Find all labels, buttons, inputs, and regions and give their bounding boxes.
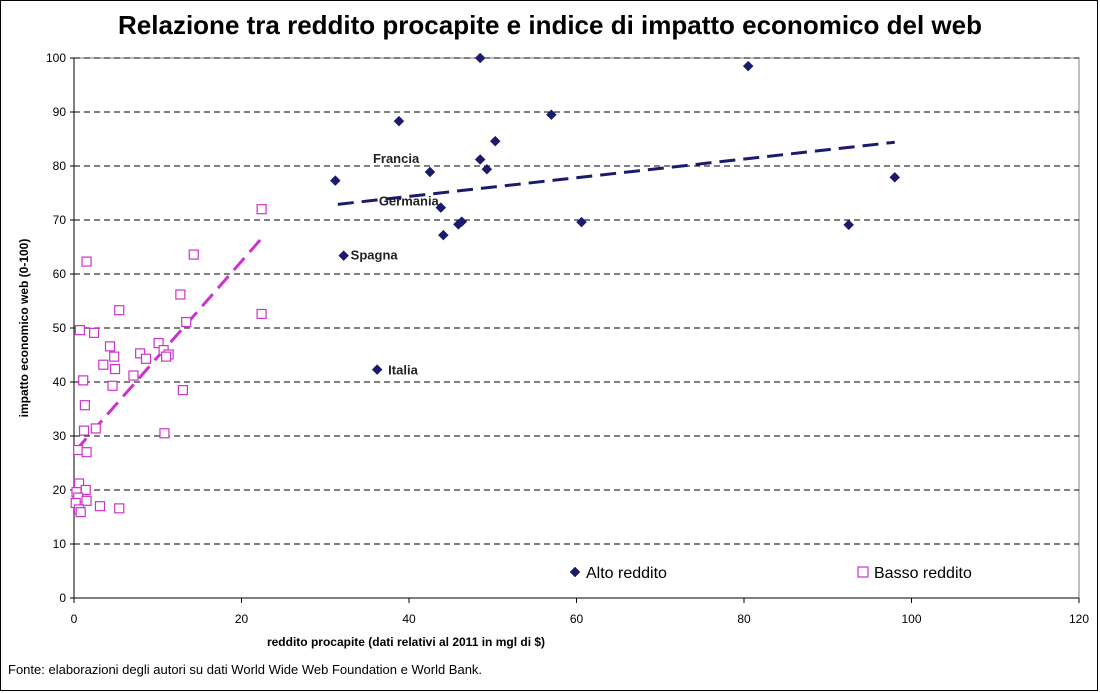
data-point-basso-reddito: [181, 316, 192, 328]
data-point-alto-reddito: [453, 218, 464, 230]
legend-label: Basso reddito: [874, 565, 972, 582]
y-tick-label: 30: [53, 429, 67, 443]
data-point-alto-reddito: [338, 250, 350, 261]
data-point-basso-reddito: [104, 341, 116, 352]
trend-line-basso-reddito: [74, 237, 263, 452]
x-tick-label: 0: [71, 612, 78, 626]
y-tick-label: 70: [53, 213, 67, 227]
data-point-basso-reddito: [175, 289, 186, 300]
data-point-basso-reddito: [177, 385, 188, 396]
x-tick-label: 60: [570, 612, 584, 626]
data-point-alto-reddito: [742, 60, 754, 72]
data-point-basso-reddito: [161, 351, 172, 362]
data-point-alto-reddito: [393, 115, 405, 127]
trend-line-alto-reddito: [337, 140, 895, 206]
data-point-alto-reddito: [489, 135, 501, 147]
data-point-alto-reddito: [843, 219, 855, 231]
data-point-basso-reddito: [256, 204, 267, 215]
data-point-basso-reddito: [75, 507, 86, 518]
y-tick-label: 60: [53, 267, 67, 281]
y-tick-label: 40: [53, 375, 67, 389]
x-tick-label: 80: [737, 612, 751, 626]
data-point-basso-reddito: [109, 363, 121, 375]
data-point-basso-reddito: [81, 256, 92, 267]
legend-marker-alto-reddito: [569, 566, 581, 578]
annotation-label: Spagna: [351, 248, 399, 263]
x-tick-label: 100: [901, 612, 921, 626]
x-tick-label: 40: [402, 612, 416, 626]
data-point-alto-reddito: [437, 229, 449, 241]
data-point-basso-reddito: [135, 348, 146, 359]
data-point-alto-reddito: [889, 171, 901, 183]
data-point-alto-reddito: [481, 163, 493, 175]
y-tick-label: 10: [53, 537, 67, 551]
data-point-basso-reddito: [128, 370, 139, 381]
x-tick-label: 20: [235, 612, 249, 626]
y-tick-label: 90: [53, 105, 67, 119]
data-point-basso-reddito: [159, 428, 170, 439]
data-point-alto-reddito: [424, 166, 436, 178]
x-tick-label: 120: [1069, 612, 1089, 626]
annotation-label: Italia: [388, 363, 418, 378]
data-point-basso-reddito: [107, 380, 118, 391]
data-point-alto-reddito: [435, 202, 447, 213]
data-point-basso-reddito: [74, 325, 85, 336]
legend-marker-basso-reddito: [857, 566, 869, 578]
data-point-basso-reddito: [114, 503, 125, 514]
data-point-basso-reddito: [256, 308, 267, 320]
data-point-alto-reddito: [474, 154, 486, 165]
y-tick-label: 100: [46, 51, 66, 65]
source-note: Fonte: elaborazioni degli autori su dati…: [8, 662, 483, 677]
y-tick-label: 20: [53, 483, 67, 497]
data-point-alto-reddito: [474, 52, 486, 64]
data-point-basso-reddito: [188, 249, 199, 260]
annotation-label: Francia: [373, 151, 420, 166]
y-tick-label: 80: [53, 159, 67, 173]
data-point-basso-reddito: [78, 425, 90, 436]
data-point-basso-reddito: [81, 495, 92, 506]
data-point-basso-reddito: [109, 351, 120, 362]
annotation-label: Germania: [379, 194, 440, 209]
data-point-alto-reddito: [576, 216, 587, 228]
data-point-alto-reddito: [371, 364, 383, 375]
chart-title: Relazione tra reddito procapite e indice…: [118, 10, 982, 40]
data-point-basso-reddito: [140, 353, 152, 364]
data-point-basso-reddito: [88, 327, 100, 338]
data-point-basso-reddito: [98, 359, 109, 370]
data-point-basso-reddito: [81, 447, 92, 458]
x-axis-label: reddito procapite (dati relativi al 2011…: [266, 635, 546, 649]
y-tick-label: 50: [53, 321, 67, 335]
y-tick-label: 0: [59, 591, 66, 605]
data-point-basso-reddito: [73, 444, 84, 456]
data-point-basso-reddito: [79, 400, 90, 411]
legend-label: Alto reddito: [586, 565, 667, 582]
data-point-basso-reddito: [94, 501, 106, 512]
data-point-alto-reddito: [329, 175, 341, 186]
data-point-basso-reddito: [78, 375, 89, 386]
data-point-basso-reddito: [114, 305, 125, 316]
data-point-alto-reddito: [546, 109, 557, 121]
data-point-basso-reddito: [90, 423, 101, 434]
